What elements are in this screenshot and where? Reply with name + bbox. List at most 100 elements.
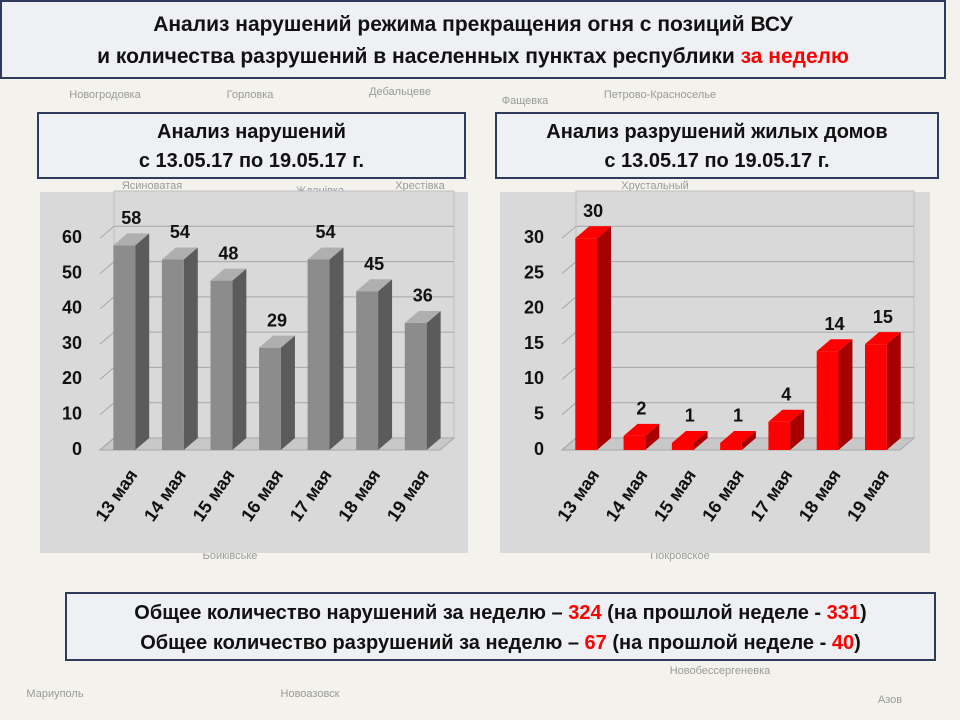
bar xyxy=(307,259,330,450)
bar xyxy=(671,442,694,450)
y-tick-label: 15 xyxy=(524,333,544,353)
header-line: Анализ нарушений режима прекращения огня… xyxy=(153,13,793,36)
value-label: 14 xyxy=(825,314,845,334)
bar-top xyxy=(161,247,198,260)
bar-side xyxy=(183,247,198,450)
back-wall xyxy=(575,190,915,439)
map-label: Петрово-Красноселье xyxy=(604,89,716,101)
bar xyxy=(720,442,742,450)
map-label: Горловка xyxy=(227,89,275,101)
bar-top xyxy=(210,268,247,281)
map-label: Азов xyxy=(878,694,902,706)
summary-line: Общее количество разрушений за неделю – … xyxy=(67,628,934,658)
y-tick-label: 50 xyxy=(62,262,82,282)
value-label: 45 xyxy=(364,254,384,274)
y-tick-label: 30 xyxy=(62,333,82,353)
grid-line xyxy=(561,225,914,239)
bar xyxy=(113,245,136,450)
bar-side xyxy=(329,247,344,450)
summary-text: Общее количество нарушений за неделю – xyxy=(134,602,563,624)
summary-text: (на прошлой неделе - xyxy=(607,602,822,624)
chart-title: Анализ разрушений жилых домов xyxy=(546,121,888,143)
value-label: 1 xyxy=(685,406,695,426)
header-line: и количества разрушений в населенных пун… xyxy=(2,41,944,73)
summary-value: 324 xyxy=(568,602,602,624)
bar xyxy=(259,347,281,450)
bar xyxy=(575,238,598,450)
chart-header: Анализ нарушений с 13.05.17 по 19.05.17 … xyxy=(37,112,466,179)
chart-subtitle: с 13.05.17 по 19.05.17 г. xyxy=(604,150,830,172)
y-tick-label: 25 xyxy=(524,262,544,282)
bar xyxy=(404,322,427,450)
summary-text: ) xyxy=(860,602,867,624)
map-label: Новогродовка xyxy=(69,89,141,101)
bar-top xyxy=(671,430,708,443)
bar-top xyxy=(864,332,901,345)
bar-side xyxy=(838,339,853,450)
bar-side xyxy=(693,430,708,450)
y-tick-label: 20 xyxy=(62,368,82,388)
bar-side xyxy=(597,226,612,450)
value-label: 54 xyxy=(170,222,190,242)
header-text: и количества разрушений в населенных пун… xyxy=(97,45,735,68)
y-tick-label: 0 xyxy=(534,439,544,459)
value-label: 36 xyxy=(413,286,433,306)
bar xyxy=(768,421,791,450)
map-label: Новобессергеневка xyxy=(670,665,771,677)
map-label: Ясиноватая xyxy=(122,180,182,192)
y-tick-label: 0 xyxy=(72,439,82,459)
bar-side xyxy=(645,423,660,450)
map-label: Фащевка xyxy=(502,95,549,107)
bar-side xyxy=(135,233,150,450)
bar-top xyxy=(307,247,344,260)
y-tick-label: 10 xyxy=(62,403,82,423)
map-label: Мариуполь xyxy=(26,688,83,700)
summary-value: 331 xyxy=(826,602,861,624)
value-label: 48 xyxy=(218,243,238,263)
bar xyxy=(816,351,839,450)
bar-top xyxy=(575,226,612,239)
map-label: Хрестівка xyxy=(395,180,445,192)
grid-line xyxy=(99,225,454,239)
summary-value: 67 xyxy=(584,632,607,654)
y-tick-label: 20 xyxy=(524,298,544,318)
header: Анализ нарушений режима прекращения огня… xyxy=(0,0,946,79)
bar-top xyxy=(768,409,805,422)
bar xyxy=(210,280,233,450)
value-label: 4 xyxy=(781,385,791,405)
bar-side xyxy=(426,310,441,450)
bar-top xyxy=(356,279,393,292)
chart-header: Анализ разрушений жилых домов с 13.05.17… xyxy=(495,112,939,179)
value-label: 29 xyxy=(267,310,287,330)
bar-side xyxy=(886,332,901,450)
map-label: Дебальцеве xyxy=(369,86,431,98)
bar-top xyxy=(113,233,150,246)
map-label: Новоазовск xyxy=(281,688,340,700)
bar-side xyxy=(378,279,393,450)
bar xyxy=(356,291,379,450)
bar xyxy=(161,259,184,450)
bar-top xyxy=(720,430,756,443)
summary-value: 40 xyxy=(831,632,855,654)
value-label: 2 xyxy=(636,399,646,419)
value-label: 54 xyxy=(316,222,336,242)
bar-side xyxy=(741,430,756,450)
bar xyxy=(864,344,887,450)
value-label: 30 xyxy=(583,201,603,221)
value-label: 58 xyxy=(121,208,141,228)
y-tick-label: 10 xyxy=(524,368,544,388)
summary: Общее количество нарушений за неделю – 3… xyxy=(65,592,936,661)
chart-title: Анализ нарушений xyxy=(157,121,346,143)
value-label: 15 xyxy=(873,307,893,327)
summary-text: ) xyxy=(854,632,861,654)
bar-side xyxy=(790,409,805,450)
bar-top xyxy=(623,423,660,436)
y-tick-label: 60 xyxy=(62,227,82,247)
summary-text: Общее количество разрушений за неделю – xyxy=(140,632,579,654)
bar xyxy=(623,435,646,450)
bar-top xyxy=(404,310,441,323)
bar-top xyxy=(259,335,295,348)
value-label: 1 xyxy=(733,406,743,426)
